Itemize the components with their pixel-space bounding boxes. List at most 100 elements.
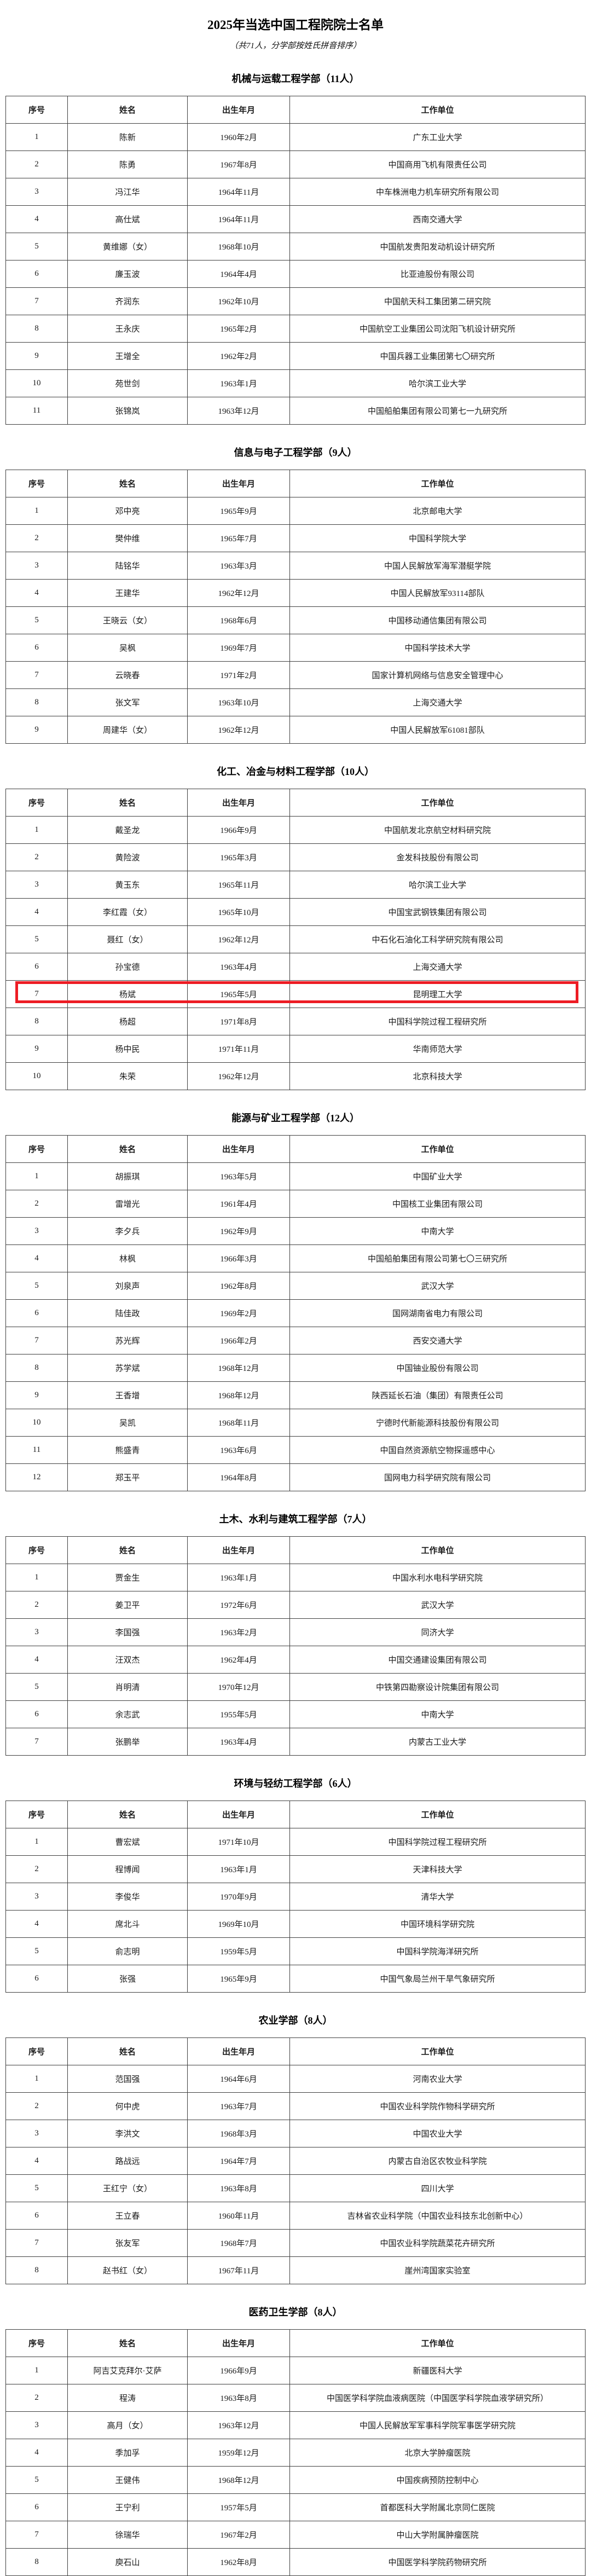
cell-organization: 北京科技大学 bbox=[290, 1063, 586, 1090]
cell-name: 郑玉平 bbox=[68, 1464, 188, 1491]
cell-index: 3 bbox=[6, 2120, 68, 2147]
table-row: 6 吴枫 1969年7月 中国科学技术大学 bbox=[6, 634, 586, 662]
table-row: 7 齐润东 1962年10月 中国航天科工集团第二研究院 bbox=[6, 288, 586, 315]
column-header: 工作单位 bbox=[290, 470, 586, 497]
cell-birthdate: 1962年4月 bbox=[188, 1646, 290, 1674]
cell-birthdate: 1961年4月 bbox=[188, 1190, 290, 1218]
cell-name: 赵书红（女） bbox=[68, 2257, 188, 2284]
cell-birthdate: 1962年12月 bbox=[188, 580, 290, 607]
cell-organization: 上海交通大学 bbox=[290, 953, 586, 981]
table-row: 9 王香增 1968年12月 陕西延长石油（集团）有限责任公司 bbox=[6, 1382, 586, 1409]
column-header: 序号 bbox=[6, 2038, 68, 2065]
cell-organization: 中国农业科学院蔬菜花卉研究所 bbox=[290, 2230, 586, 2257]
cell-index: 2 bbox=[6, 1856, 68, 1883]
cell-birthdate: 1970年12月 bbox=[188, 1674, 290, 1701]
cell-organization: 国家计算机网络与信息安全管理中心 bbox=[290, 662, 586, 689]
cell-name: 贾金生 bbox=[68, 1564, 188, 1591]
table-row: 2 姜卫平 1972年6月 武汉大学 bbox=[6, 1591, 586, 1619]
cell-organization: 上海交通大学 bbox=[290, 689, 586, 716]
cell-birthdate: 1968年3月 bbox=[188, 2120, 290, 2147]
cell-name: 路战远 bbox=[68, 2147, 188, 2175]
section-title: 农业学部（8人） bbox=[258, 2015, 333, 2026]
cell-organization: 内蒙古自治区农牧业科学院 bbox=[290, 2147, 586, 2175]
cell-index: 6 bbox=[6, 953, 68, 981]
cell-name: 张鹏举 bbox=[68, 1728, 188, 1756]
cell-name: 云晓春 bbox=[68, 662, 188, 689]
cell-name: 陈勇 bbox=[68, 151, 188, 178]
cell-organization: 武汉大学 bbox=[290, 1272, 586, 1300]
cell-organization: 昆明理工大学 bbox=[290, 981, 586, 1008]
cell-birthdate: 1971年8月 bbox=[188, 1008, 290, 1035]
cell-birthdate: 1964年11月 bbox=[188, 178, 290, 206]
cell-index: 4 bbox=[6, 1245, 68, 1272]
roster-table: 序号 姓名 出生年月 工作单位 1 范国强 1964年6月 河南农业大学 2 何中虎 1963年7月… bbox=[5, 2037, 586, 2284]
column-header: 序号 bbox=[6, 96, 68, 124]
cell-name: 庾石山 bbox=[68, 2549, 188, 2576]
table-row: 8 苏学斌 1968年12月 中国铀业股份有限公司 bbox=[6, 1354, 586, 1382]
column-header: 序号 bbox=[6, 1801, 68, 1828]
cell-birthdate: 1955年5月 bbox=[188, 1701, 290, 1728]
cell-organization: 四川大学 bbox=[290, 2175, 586, 2202]
cell-name: 孙宝德 bbox=[68, 953, 188, 981]
cell-name: 朱荣 bbox=[68, 1063, 188, 1090]
cell-organization: 清华大学 bbox=[290, 1883, 586, 1911]
cell-birthdate: 1971年10月 bbox=[188, 1828, 290, 1856]
cell-name: 张友军 bbox=[68, 2230, 188, 2257]
cell-name: 周建华（女） bbox=[68, 716, 188, 744]
cell-birthdate: 1963年4月 bbox=[188, 1728, 290, 1756]
table-row: 1 贾金生 1963年1月 中国水利水电科学研究院 bbox=[6, 1564, 586, 1591]
cell-index: 3 bbox=[6, 178, 68, 206]
cell-index: 7 bbox=[6, 288, 68, 315]
table-row: 8 赵书红（女） 1967年11月 崖州湾国家实验室 bbox=[6, 2257, 586, 2284]
cell-birthdate: 1964年11月 bbox=[188, 206, 290, 233]
column-header: 出生年月 bbox=[188, 789, 290, 817]
cell-organization: 比亚迪股份有限公司 bbox=[290, 261, 586, 288]
cell-name: 高仕斌 bbox=[68, 206, 188, 233]
table-row: 5 肖明清 1970年12月 中铁第四勘察设计院集团有限公司 bbox=[6, 1674, 586, 1701]
page-title: 2025年当选中国工程院院士名单 bbox=[207, 18, 384, 32]
cell-index: 2 bbox=[6, 844, 68, 871]
table-row: 6 王立春 1960年11月 吉林省农业科学院（中国农业科技东北创新中心） bbox=[6, 2202, 586, 2230]
cell-organization: 中国人民解放军93114部队 bbox=[290, 580, 586, 607]
cell-index: 1 bbox=[6, 2065, 68, 2093]
cell-index: 4 bbox=[6, 1646, 68, 1674]
cell-index: 5 bbox=[6, 2467, 68, 2494]
cell-index: 5 bbox=[6, 1272, 68, 1300]
cell-name: 廉玉波 bbox=[68, 261, 188, 288]
cell-birthdate: 1962年10月 bbox=[188, 288, 290, 315]
table-row: 5 王健伟 1968年12月 中国疾病预防控制中心 bbox=[6, 2467, 586, 2494]
cell-name: 李国强 bbox=[68, 1619, 188, 1646]
roster-table: 序号 姓名 出生年月 工作单位 1 阿吉艾克拜尔·艾萨 1966年9月 新疆医科大学 2 程涛 19… bbox=[5, 2329, 586, 2576]
cell-birthdate: 1965年11月 bbox=[188, 871, 290, 899]
cell-name: 王立春 bbox=[68, 2202, 188, 2230]
cell-organization: 新疆医科大学 bbox=[290, 2357, 586, 2384]
section-title: 医药卫生学部（8人） bbox=[248, 2307, 343, 2318]
cell-index: 8 bbox=[6, 1008, 68, 1035]
cell-name: 王宁利 bbox=[68, 2494, 188, 2521]
roster-table: 序号 姓名 出生年月 工作单位 1 贾金生 1963年1月 中国水利水电科学研究院 2 姜卫平 19… bbox=[5, 1536, 586, 1756]
table-header-row: 序号 姓名 出生年月 工作单位 bbox=[6, 2330, 586, 2357]
table-row: 5 刘泉声 1962年8月 武汉大学 bbox=[6, 1272, 586, 1300]
cell-index: 9 bbox=[6, 1382, 68, 1409]
cell-organization: 北京邮电大学 bbox=[290, 497, 586, 525]
cell-birthdate: 1968年12月 bbox=[188, 2467, 290, 2494]
cell-index: 10 bbox=[6, 1063, 68, 1090]
cell-organization: 中国宝武钢铁集团有限公司 bbox=[290, 899, 586, 926]
table-row: 8 庾石山 1962年8月 中国医学科学院药物研究所 bbox=[6, 2549, 586, 2576]
table-row: 3 冯江华 1964年11月 中车株洲电力机车研究所有限公司 bbox=[6, 178, 586, 206]
cell-organization: 中国科学院过程工程研究所 bbox=[290, 1008, 586, 1035]
cell-organization: 中国船舶集团有限公司第七一九研究所 bbox=[290, 397, 586, 425]
cell-name: 姜卫平 bbox=[68, 1591, 188, 1619]
cell-organization: 中国人民解放军军事科学院军事医学研究院 bbox=[290, 2412, 586, 2439]
cell-organization: 中车株洲电力机车研究所有限公司 bbox=[290, 178, 586, 206]
column-header: 出生年月 bbox=[188, 96, 290, 124]
column-header: 出生年月 bbox=[188, 1801, 290, 1828]
cell-name: 王建华 bbox=[68, 580, 188, 607]
cell-birthdate: 1972年6月 bbox=[188, 1591, 290, 1619]
table-row: 1 戴圣龙 1966年9月 中国航发北京航空材料研究院 bbox=[6, 817, 586, 844]
cell-birthdate: 1964年8月 bbox=[188, 1464, 290, 1491]
cell-birthdate: 1969年10月 bbox=[188, 1911, 290, 1938]
cell-name: 张文军 bbox=[68, 689, 188, 716]
cell-name: 林枫 bbox=[68, 1245, 188, 1272]
column-header: 序号 bbox=[6, 1136, 68, 1163]
